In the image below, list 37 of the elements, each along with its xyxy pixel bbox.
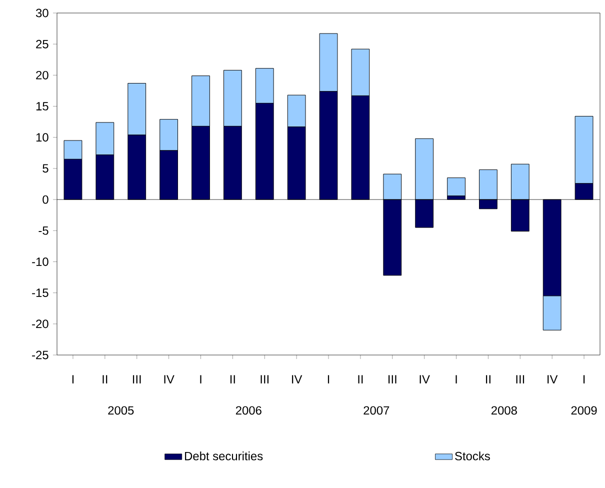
x-tick-label: IV: [420, 375, 430, 384]
y-tick-label: 25: [36, 40, 48, 48]
x-tick-label: I: [328, 375, 330, 384]
text: 2008: [491, 406, 517, 415]
x-tick-label: II: [102, 375, 108, 384]
x-tick-label: III: [132, 375, 141, 384]
y-tick-label: -10: [32, 258, 48, 266]
text: 2005: [108, 406, 134, 415]
x-tick-label: III: [388, 375, 396, 384]
x-tick-label: IV: [548, 375, 558, 384]
y-tick-label: 30: [36, 8, 48, 18]
x-tick-label: I: [72, 375, 74, 384]
x-tick-label: I: [583, 375, 585, 384]
y-tick-label: -20: [32, 320, 48, 328]
y-tick-label: 5: [42, 164, 48, 173]
x-tick-label: II: [486, 375, 490, 384]
bar: [447, 178, 466, 196]
y-tick-label: 10: [36, 133, 48, 142]
y-tick-label: -25: [32, 350, 48, 360]
x-tick-label: IV: [164, 375, 174, 384]
x-tick-label: I: [456, 375, 457, 384]
x-tick-label: II: [230, 375, 235, 384]
x-tick-label: III: [516, 375, 524, 384]
y-tick-label: -5: [38, 226, 48, 235]
text: 2009: [571, 406, 597, 415]
x-tick-label: I: [200, 375, 202, 384]
text: 2007: [364, 406, 390, 415]
y-tick-label: -15: [32, 288, 48, 297]
x-tick-label: III: [260, 375, 269, 384]
y-tick-label: 15: [36, 102, 48, 110]
y-tick-label: 0: [42, 195, 48, 204]
x-tick-label: IV: [292, 375, 302, 384]
text: 2006: [236, 406, 262, 415]
x-tick-label: II: [358, 375, 363, 384]
y-tick-label: 20: [36, 70, 48, 80]
legend-label: Stocks: [455, 452, 490, 460]
legend-label: Debt securities: [185, 452, 263, 460]
